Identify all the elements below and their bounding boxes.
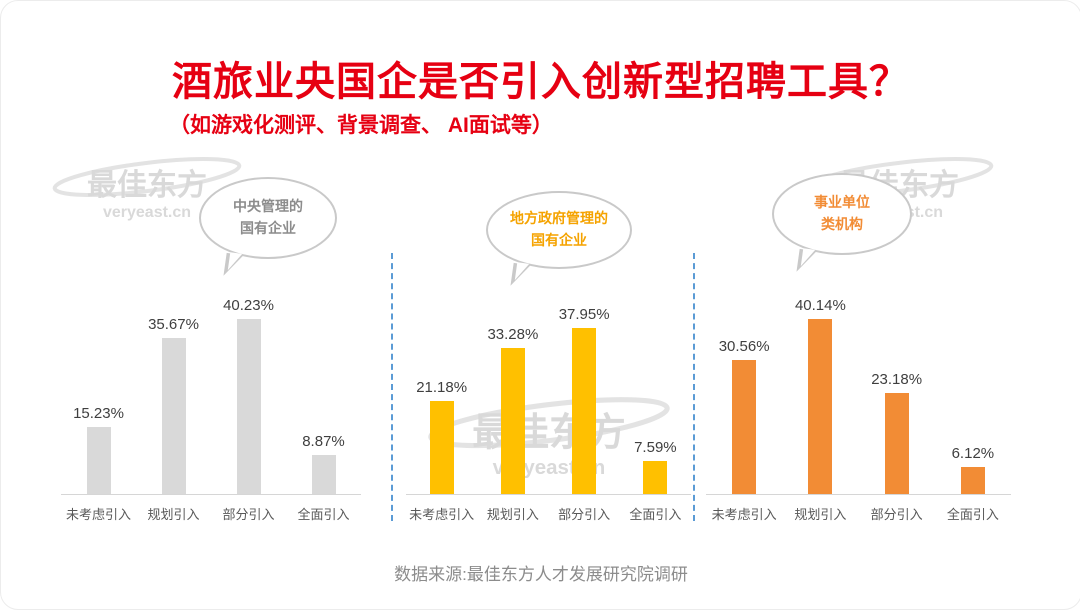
bar-value-label: 33.28% [487, 326, 539, 344]
category-label: 未考虑引入 [711, 507, 777, 522]
bubble-label-line: 地方政府管理的 [510, 210, 608, 227]
bar [161, 337, 186, 494]
bars-area: 30.56% 40.14% 23.18% 6.12% [706, 297, 1011, 495]
bar-value-label: 15.23% [73, 405, 124, 423]
bar-value-label: 21.18% [416, 379, 468, 397]
speech-bubble-central-soe: 中央管理的 国有企业 [199, 177, 337, 279]
bar-value-label: 30.56% [718, 338, 770, 356]
category-axis: 未考虑引入 规划引入 部分引入 全面引入 [706, 504, 1011, 523]
bar-value-label: 23.18% [871, 370, 923, 388]
category-axis: 未考虑引入 规划引入 部分引入 全面引入 [406, 504, 691, 523]
chart-group-central-soe: 中央管理的 国有企业 15.23% 35.67% 40.23% 8.87% 未考虑引入… [61, 169, 361, 531]
bar [960, 467, 985, 494]
bar-value-label: 37.95% [558, 305, 610, 323]
bar [808, 319, 833, 494]
page-title: 酒旅业央国企是否引入创新型招聘工具？ [172, 60, 910, 104]
bubble-label-line: 类机构 [821, 216, 863, 232]
bar [572, 327, 597, 494]
bar-value-label: 40.14% [794, 297, 846, 314]
bar-cell: 30.56% [706, 297, 782, 494]
category-label: 未考虑引入 [409, 507, 475, 522]
bubble-label-line: 国有企业 [240, 220, 296, 236]
category-label: 全面引入 [946, 507, 999, 522]
bar-cell: 7.59% [620, 297, 691, 494]
category-axis: 未考虑引入 规划引入 部分引入 全面引入 [61, 504, 361, 523]
chart-group-local-soe: 地方政府管理的 国有企业 21.18% 33.28% 37.95% 7.59% 未考虑… [406, 169, 691, 531]
bar-cell: 40.14% [782, 297, 858, 494]
bar-value-label: 8.87% [302, 433, 345, 451]
bars-area: 15.23% 35.67% 40.23% 8.87% [61, 297, 361, 495]
bar-cell: 33.28% [477, 297, 548, 494]
bar-cell: 21.18% [406, 297, 477, 494]
bubble-tail [514, 262, 530, 282]
category-label: 全面引入 [629, 507, 682, 522]
bar [429, 401, 454, 494]
bar [311, 455, 336, 494]
dashed-divider [693, 253, 695, 521]
page-subtitle: （如游戏化测评、背景调查、 AI面试等） [169, 114, 553, 137]
speech-bubble-public-institutions: 事业单位 类机构 [772, 173, 912, 275]
chart-group-public-institutions: 事业单位 类机构 30.56% 40.14% 23.18% 6.12% 未考虑引入 规划… [706, 169, 1011, 531]
bar [732, 360, 757, 494]
bar-value-label: 35.67% [148, 315, 199, 333]
bar-cell: 6.12% [935, 297, 1011, 494]
bubble-label-line: 事业单位 [814, 194, 870, 211]
category-label: 规划引入 [486, 507, 539, 522]
category-label: 未考虑引入 [65, 507, 131, 522]
category-label: 部分引入 [222, 507, 275, 522]
bar-cell: 15.23% [61, 297, 136, 494]
category-label: 规划引入 [147, 507, 200, 522]
dashed-divider [391, 253, 393, 521]
category-label: 规划引入 [794, 507, 847, 522]
bar [643, 460, 668, 494]
speech-bubble-local-soe: 地方政府管理的 国有企业 [486, 191, 632, 289]
bubble-tail [800, 248, 816, 268]
bar-cell: 23.18% [859, 297, 935, 494]
bar-value-label: 40.23% [223, 297, 274, 314]
bar-cell: 8.87% [286, 297, 361, 494]
category-label: 全面引入 [297, 507, 350, 522]
bar-value-label: 6.12% [951, 445, 995, 463]
category-label: 部分引入 [558, 507, 611, 522]
bar [86, 427, 111, 494]
bar [500, 348, 525, 494]
bubble-tail [227, 252, 243, 272]
category-label: 部分引入 [870, 507, 923, 522]
bars-area: 21.18% 33.28% 37.95% 7.59% [406, 297, 691, 495]
bar [884, 392, 909, 494]
bar-cell: 40.23% [211, 297, 286, 494]
data-source: 数据来源:最佳东方人才发展研究院调研 [394, 565, 688, 584]
bar [236, 319, 261, 494]
bubble-label-line: 国有企业 [531, 232, 587, 248]
bar-cell: 35.67% [136, 297, 211, 494]
bar-cell: 37.95% [549, 297, 620, 494]
bubble-label-line: 中央管理的 [233, 198, 303, 215]
bar-value-label: 7.59% [634, 438, 677, 456]
